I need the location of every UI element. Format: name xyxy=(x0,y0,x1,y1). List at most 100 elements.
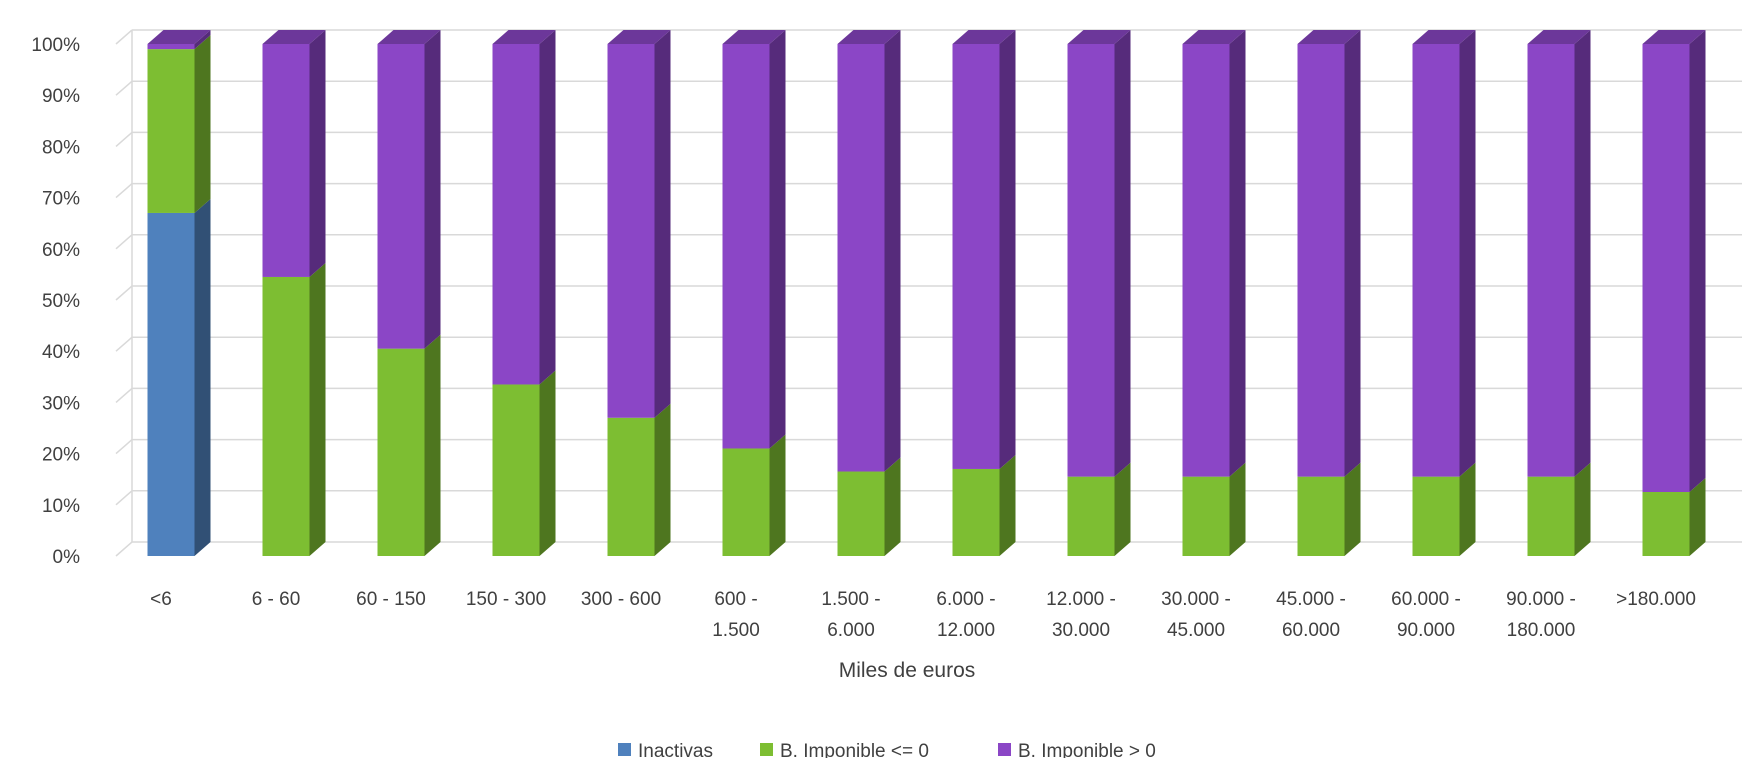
legend-swatch xyxy=(618,743,631,756)
gridline-side xyxy=(115,490,133,506)
gridline-side xyxy=(115,183,133,199)
x-tick-label: 600 - 1.500 xyxy=(712,589,760,641)
x-tick-label-line: <6 xyxy=(150,589,172,610)
bar xyxy=(607,417,655,556)
bar-side xyxy=(194,35,211,213)
bar xyxy=(1297,476,1345,556)
legend-label: B. Imponible > 0 xyxy=(1018,741,1156,758)
x-tick-label: >180.000 xyxy=(1616,589,1696,610)
bar-top xyxy=(1412,30,1476,44)
bar-segment xyxy=(952,454,1016,556)
x-tick-label-line: 30.000 - xyxy=(1161,589,1231,610)
y-tick-label: 100% xyxy=(31,35,80,56)
gridline-side xyxy=(115,131,133,147)
bar-segment xyxy=(1067,462,1131,556)
bar xyxy=(147,44,195,50)
bar-top xyxy=(147,30,211,44)
x-tick-label: 45.000 - 60.000 xyxy=(1276,589,1346,641)
bar-segment xyxy=(147,30,211,50)
bar-side xyxy=(424,30,441,349)
bar xyxy=(837,471,885,556)
bar-segment xyxy=(262,30,326,277)
gridline-side xyxy=(115,234,133,250)
legend-item: B. Imponible > 0 xyxy=(998,741,1156,758)
gridline-side xyxy=(115,336,133,352)
bar-side xyxy=(654,403,671,556)
bar-top xyxy=(1297,30,1361,44)
bar xyxy=(147,212,195,556)
bar-segment xyxy=(1297,462,1361,556)
legend-label: Inactivas xyxy=(638,741,713,758)
bar-segment xyxy=(607,30,671,418)
bars xyxy=(147,30,1706,556)
bar xyxy=(1412,476,1460,556)
gridline-side xyxy=(115,29,133,45)
x-tick-label-line: 150 - 300 xyxy=(466,589,546,610)
gridline-side xyxy=(115,80,133,96)
bar-side xyxy=(884,30,901,472)
bar-segment xyxy=(1642,30,1706,492)
y-axis-tick-labels: 0% 10% 20% 30% 40% 50% 60% 70% 80% 90% 100% xyxy=(31,35,80,568)
bar-segment xyxy=(607,403,671,556)
bar-segment xyxy=(837,457,901,556)
bar xyxy=(1067,44,1115,477)
bar xyxy=(1642,44,1690,492)
bar-side xyxy=(424,334,441,556)
bar-side xyxy=(1344,30,1361,477)
x-tick-label-line: 90.000 - xyxy=(1506,589,1576,610)
bar xyxy=(147,49,195,213)
x-tick-label-line: 300 - 600 xyxy=(581,589,661,610)
bar xyxy=(1527,44,1575,477)
gridline-side xyxy=(115,387,133,403)
x-tick-label-line: >180.000 xyxy=(1616,589,1696,610)
gridline-side xyxy=(115,285,133,301)
x-tick-label-line: 6.000 xyxy=(827,620,875,641)
bar-side xyxy=(194,198,211,556)
x-tick-label-line: 45.000 - xyxy=(1276,589,1346,610)
bar-side xyxy=(1229,462,1246,556)
bar xyxy=(722,44,770,449)
y-tick-label: 40% xyxy=(42,342,80,363)
y-tick-label: 80% xyxy=(42,137,80,158)
bar-top xyxy=(722,30,786,44)
x-axis-title: Miles de euros xyxy=(839,659,976,682)
bar xyxy=(492,384,540,556)
bar-side xyxy=(654,30,671,418)
bar xyxy=(377,44,425,349)
bar-top xyxy=(1642,30,1706,44)
legend-swatch xyxy=(760,743,773,756)
bar-side xyxy=(1344,462,1361,556)
bar xyxy=(377,348,425,556)
bar-segment xyxy=(1527,462,1591,556)
legend-item: B. Imponible <= 0 xyxy=(760,741,929,758)
bar xyxy=(1297,44,1345,477)
bar-segment xyxy=(262,262,326,556)
bar-side xyxy=(539,370,556,556)
x-tick-label: 30.000 - 45.000 xyxy=(1161,589,1231,641)
bar-segment xyxy=(147,198,211,556)
bar xyxy=(1642,492,1690,556)
x-tick-label-line: 30.000 xyxy=(1052,620,1110,641)
x-tick-label-line: 180.000 xyxy=(1507,620,1576,641)
bar-top xyxy=(1182,30,1246,44)
x-tick-label: 60.000 - 90.000 xyxy=(1391,589,1461,641)
bar-top xyxy=(262,30,326,44)
legend: Inactivas B. Imponible <= 0 B. Imponible >… xyxy=(618,741,1156,758)
y-tick-label: 50% xyxy=(42,291,80,312)
x-tick-label-line: 90.000 xyxy=(1397,620,1455,641)
bar xyxy=(1527,476,1575,556)
bar-side xyxy=(1459,30,1476,477)
bar-top xyxy=(492,30,556,44)
bar xyxy=(1182,476,1230,556)
x-tick-label: 300 - 600 xyxy=(581,589,661,610)
legend-swatch xyxy=(998,743,1011,756)
bar-side xyxy=(1114,462,1131,556)
x-tick-label-line: 1.500 xyxy=(712,620,760,641)
bar-top xyxy=(607,30,671,44)
bar-segment xyxy=(1642,478,1706,556)
legend-label: B. Imponible <= 0 xyxy=(780,741,929,758)
bar-segment xyxy=(1182,30,1246,477)
x-axis-tick-labels: <6 6 - 60 60 - 150 150 - 300 300 - 600 600 - 1… xyxy=(150,589,1696,641)
